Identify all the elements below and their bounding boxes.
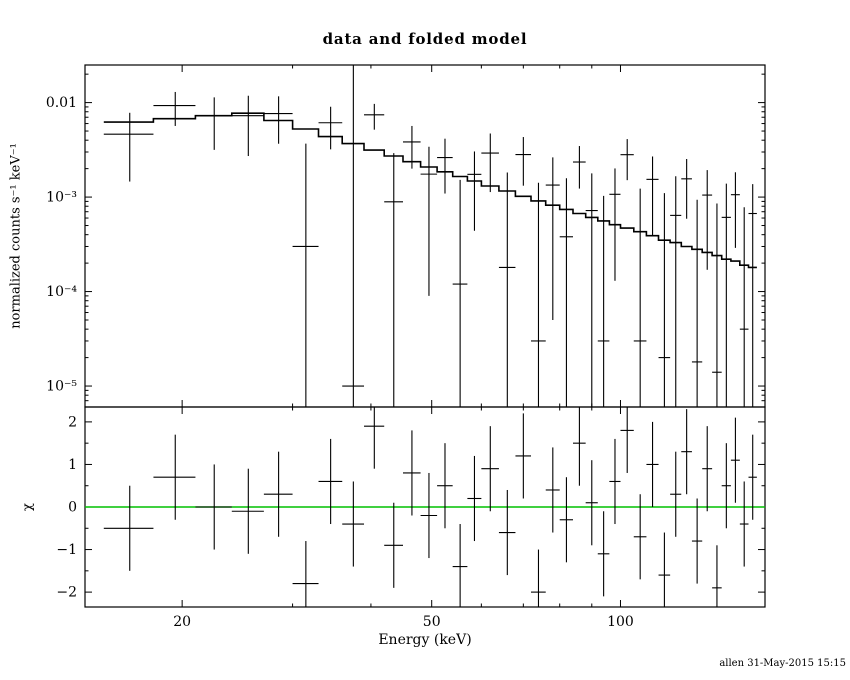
spectrum-data-points (103, 65, 757, 407)
svg-text:0.01: 0.01 (46, 95, 77, 111)
svg-text:100: 100 (607, 614, 634, 630)
svg-text:10⁻⁴: 10⁻⁴ (46, 284, 77, 300)
svg-text:2: 2 (68, 414, 77, 430)
svg-text:10⁻⁵: 10⁻⁵ (46, 379, 77, 395)
svg-text:10⁻³: 10⁻³ (46, 190, 77, 206)
svg-text:−2: −2 (56, 585, 77, 601)
svg-text:−1: −1 (56, 542, 77, 558)
svg-text:50: 50 (423, 614, 441, 630)
plot-footer-timestamp: allen 31-May-2015 15:15 (719, 658, 846, 669)
tick-labels: 20 50 100 0.01 10⁻³ 10⁻⁴ 10⁻⁵ 2 1 0 −1 −2 (46, 95, 634, 630)
y-axis-label-bottom-chi: χ (20, 503, 36, 511)
svg-text:20: 20 (173, 614, 191, 630)
axes-frame (84, 64, 766, 608)
folded-model-line (103, 112, 757, 269)
svg-text:0: 0 (68, 500, 77, 516)
chi-residual-points (103, 407, 757, 607)
svg-text:1: 1 (68, 457, 77, 473)
axis-ticks (85, 65, 765, 607)
x-axis-label: Energy (keV) (378, 632, 472, 648)
y-axis-label-top: normalized counts s⁻¹ keV⁻¹ (8, 143, 24, 329)
plot-title: data and folded model (322, 30, 528, 48)
